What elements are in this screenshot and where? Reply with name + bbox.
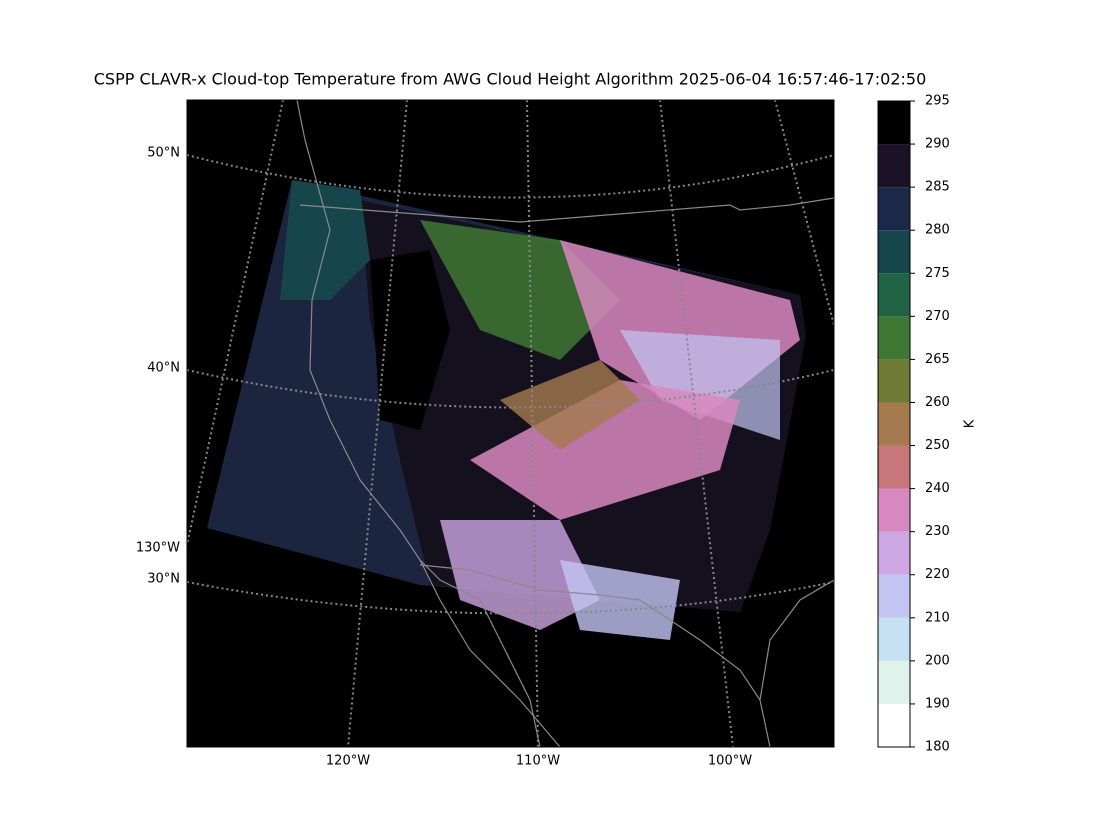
coastline: [296, 100, 561, 747]
lon-label: 120°W: [326, 754, 370, 769]
coastline: [759, 579, 834, 701]
map-area: [187, 100, 834, 747]
colorbar-segment: [878, 230, 910, 274]
lat-label: 50°N: [147, 146, 180, 161]
map-frame: [186, 99, 835, 748]
colorbar-tick-label: 285: [925, 180, 950, 195]
colorbar-tick-label: 230: [925, 524, 950, 539]
lon-label: 100°W: [708, 754, 752, 769]
colorbar-segment: [878, 660, 910, 704]
colorbar-segment: [878, 488, 910, 532]
lat-label: 40°N: [147, 361, 180, 376]
colorbar-segment: [878, 574, 910, 618]
colorbar-tick-label: 260: [925, 395, 950, 410]
colorbar-tick-label: 210: [925, 610, 950, 625]
colorbar-tick-label: 275: [925, 266, 950, 281]
colorbar-segment: [878, 273, 910, 317]
cloud-blue: [560, 560, 680, 640]
border: [299, 197, 834, 223]
colorbar-tick-label: 180: [925, 740, 950, 755]
coastline: [419, 559, 541, 747]
colorbar-frame: [877, 100, 911, 748]
border: [419, 564, 771, 747]
colorbar-segment: [878, 316, 910, 360]
colorbar-segment: [878, 531, 910, 575]
colorbar-tick-label: 280: [925, 223, 950, 238]
colorbar-segment: [878, 144, 910, 188]
colorbar-segment: [878, 402, 910, 446]
colorbar-segment: [878, 445, 910, 489]
colorbar-tick-label: 200: [925, 653, 950, 668]
colorbar-segment: [878, 187, 910, 231]
longitude-line: [187, 100, 284, 546]
colorbar-tick-label: 190: [925, 696, 950, 711]
lon-label: 130°W: [136, 541, 180, 556]
lat-label: 30°N: [147, 572, 180, 587]
cloud-lavender: [620, 330, 780, 440]
latitude-line: [187, 581, 834, 615]
colorbar-segment: [878, 703, 910, 747]
colorbar-label: K: [963, 419, 978, 428]
colorbar-tick-label: 250: [925, 438, 950, 453]
cloud-lavender: [440, 520, 600, 630]
colorbar-tick-label: 290: [925, 137, 950, 152]
map-title: CSPP CLAVR-x Cloud-top Temperature from …: [94, 70, 927, 89]
lon-label: 110°W: [516, 754, 560, 769]
cloud-teal: [280, 180, 370, 300]
colorbar-segment: [878, 101, 910, 145]
latitude-line: [187, 369, 834, 409]
longitude-line: [659, 100, 734, 747]
colorbar-tick-label: 220: [925, 567, 950, 582]
longitude-line: [347, 100, 408, 747]
latitude-line: [187, 154, 834, 199]
longitude-line: [774, 100, 834, 326]
colorbar-tick-label: 265: [925, 352, 950, 367]
cloud-pink: [470, 380, 740, 520]
colorbar-tick-label: 240: [925, 481, 950, 496]
colorbar: 180 190 200 210 220 230 240 250 260 265 270 275 280 2…: [877, 94, 950, 755]
cloud-brown: [500, 360, 640, 450]
colorbar-tick-label: 295: [925, 94, 950, 109]
colorbar-segment: [878, 617, 910, 661]
colorbar-segment: [878, 359, 910, 403]
colorbar-tick-label: 270: [925, 309, 950, 324]
